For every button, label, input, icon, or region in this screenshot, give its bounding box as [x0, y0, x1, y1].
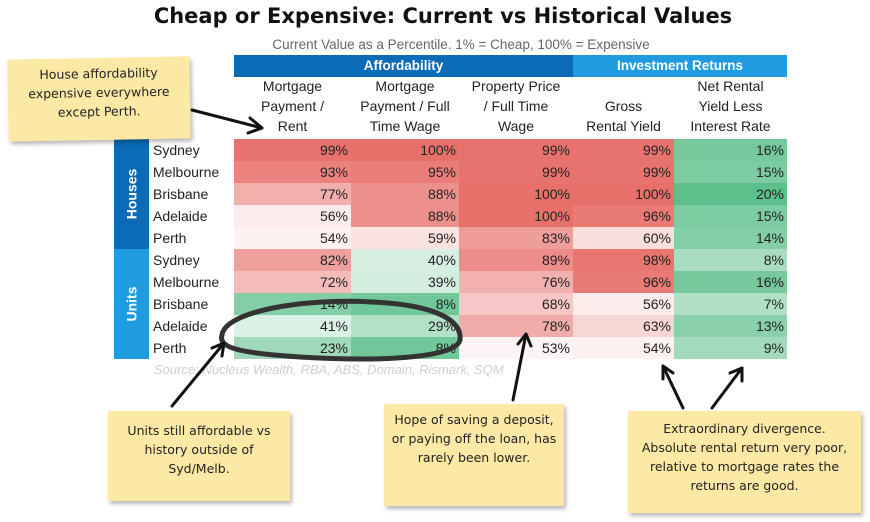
- column-header-line: Interest Rate: [690, 118, 771, 134]
- column-header-line: Net Rental: [697, 78, 764, 94]
- arrow-divergence-left: [661, 364, 685, 410]
- row-label: Sydney: [153, 252, 200, 268]
- table-cell: 93%: [234, 161, 351, 183]
- table-cell: 54%: [234, 227, 351, 249]
- column-group-header: Affordability: [234, 55, 573, 77]
- table-cell: 83%: [459, 227, 573, 249]
- note-deposit: Hope of saving a deposit, or paying off …: [384, 404, 564, 506]
- column-header-line: Mortgage: [262, 78, 323, 94]
- table-cell: 100%: [351, 139, 459, 161]
- table-cell: 82%: [234, 249, 351, 271]
- note-divergence: Extraordinary divergence. Absolute renta…: [628, 411, 861, 513]
- table-cell: 8%: [351, 293, 459, 315]
- table-cell: 88%: [351, 183, 459, 205]
- table-cell: 16%: [674, 271, 787, 293]
- row-label: Sydney: [153, 142, 200, 158]
- table-cell: 29%: [351, 315, 459, 337]
- table-cell: 95%: [351, 161, 459, 183]
- table-cell: 88%: [351, 205, 459, 227]
- table-cell: 60%: [573, 227, 674, 249]
- chart-title: Cheap or Expensive: Current vs Historica…: [153, 4, 733, 28]
- row-label: Brisbane: [153, 186, 209, 202]
- table-cell: 54%: [573, 337, 674, 359]
- table-cell: 16%: [674, 139, 787, 161]
- column-header-line: Gross: [604, 98, 643, 114]
- row-label: Perth: [153, 340, 187, 356]
- table-cell: 96%: [573, 271, 674, 293]
- table-cell: 7%: [674, 293, 787, 315]
- note-units-affordable: Units still affordable vs history outsid…: [108, 411, 290, 501]
- table-cell: 14%: [234, 293, 351, 315]
- row-group-label-text: Houses: [123, 168, 140, 220]
- table-cell: 56%: [234, 205, 351, 227]
- column-header: Property Price / Full Time Wage: [459, 78, 573, 136]
- note-house-affordability: House affordability expensive everywhere…: [7, 56, 191, 142]
- column-header: Net Rental Yield Less Interest Rate: [674, 78, 787, 136]
- table-cell: 15%: [674, 161, 787, 183]
- table-cell: 72%: [234, 271, 351, 293]
- table-cell: 53%: [459, 337, 573, 359]
- column-header-line: Rental Yield: [586, 118, 661, 134]
- row-group-label: Units: [114, 249, 149, 359]
- row-group-label-text: Units: [123, 286, 140, 322]
- table-cell: 20%: [674, 183, 787, 205]
- table-cell: 56%: [573, 293, 674, 315]
- column-group-header: Investment Returns: [573, 55, 787, 77]
- table-cell: 100%: [459, 183, 573, 205]
- column-header-line: Wage: [497, 118, 535, 134]
- table-cell: 98%: [573, 249, 674, 271]
- table-cell: 77%: [234, 183, 351, 205]
- row-label: Melbourne: [153, 164, 220, 180]
- column-header-line: Mortgage: [375, 78, 435, 94]
- column-header-line: Time Wage: [369, 118, 441, 134]
- table-cell: 8%: [351, 337, 459, 359]
- column-header-line: Payment / Full: [360, 98, 450, 114]
- table-cell: 78%: [459, 315, 573, 337]
- row-label: Brisbane: [153, 296, 209, 312]
- row-label: Adelaide: [153, 318, 208, 334]
- row-label: Adelaide: [153, 208, 208, 224]
- table-cell: 14%: [674, 227, 787, 249]
- column-header: Gross Rental Yield: [573, 78, 674, 136]
- row-label: Melbourne: [153, 274, 220, 290]
- arrow-divergence-right: [710, 366, 744, 410]
- table-cell: 99%: [573, 139, 674, 161]
- table-cell: 99%: [234, 139, 351, 161]
- column-header: Mortgage Payment / Full Time Wage: [351, 78, 459, 136]
- chart-subtitle: Current Value as a Percentile. 1% = Chea…: [272, 37, 650, 52]
- source-note: Source: Nucleus Wealth, RBA, ABS, Domain…: [154, 362, 504, 377]
- table-cell: 99%: [459, 139, 573, 161]
- table-cell: 41%: [234, 315, 351, 337]
- table-cell: 23%: [234, 337, 351, 359]
- table-cell: 59%: [351, 227, 459, 249]
- column-header-line: / Full Time: [483, 98, 549, 114]
- table-cell: 99%: [459, 161, 573, 183]
- table-cell: 15%: [674, 205, 787, 227]
- column-header: Mortgage Payment / Rent: [234, 78, 351, 136]
- column-header-line: Yield Less: [698, 98, 763, 114]
- table-cell: 13%: [674, 315, 787, 337]
- table-cell: 76%: [459, 271, 573, 293]
- column-header-line: Rent: [277, 118, 308, 134]
- table-cell: 9%: [674, 337, 787, 359]
- table-cell: 63%: [573, 315, 674, 337]
- table-cell: 68%: [459, 293, 573, 315]
- table-cell: 100%: [459, 205, 573, 227]
- row-label: Perth: [153, 230, 187, 246]
- column-header-line: Property Price: [471, 78, 561, 94]
- table-cell: 89%: [459, 249, 573, 271]
- table-cell: 39%: [351, 271, 459, 293]
- table-cell: 8%: [674, 249, 787, 271]
- table-cell: 96%: [573, 205, 674, 227]
- table-cell: 40%: [351, 249, 459, 271]
- table-cell: 99%: [573, 161, 674, 183]
- table-cell: 100%: [573, 183, 674, 205]
- row-group-label: Houses: [114, 139, 149, 249]
- column-header-line: Payment /: [260, 98, 325, 114]
